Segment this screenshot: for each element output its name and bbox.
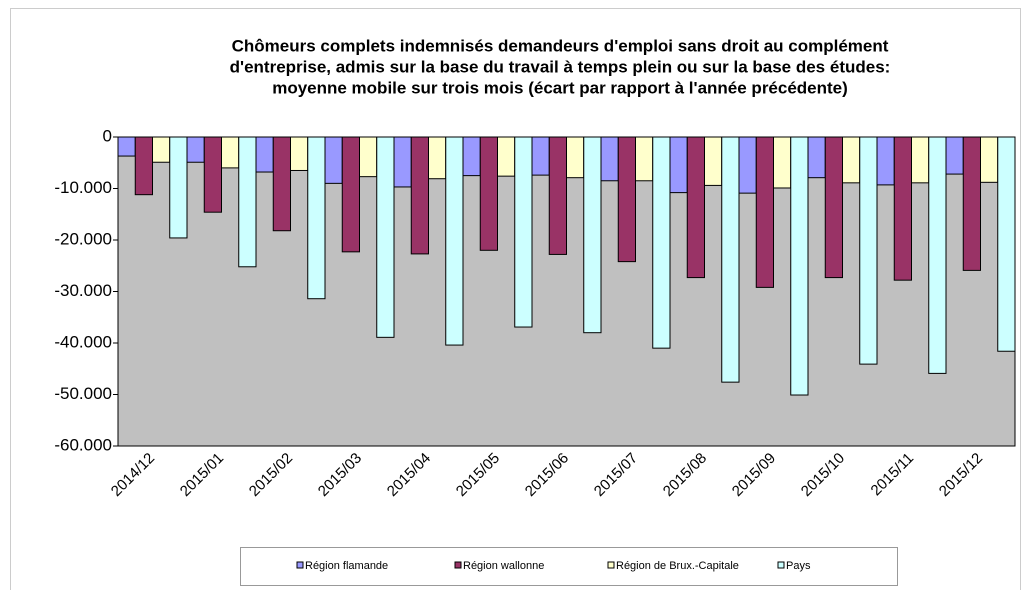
legend-swatch — [777, 561, 785, 569]
x-tick-label: 2015/09 — [729, 450, 779, 500]
bar — [980, 136, 999, 183]
legend-label: Région de Brux.-Capitale — [616, 560, 739, 572]
bar — [324, 136, 343, 184]
bar — [203, 136, 222, 213]
bar — [445, 136, 464, 346]
x-tick-label: 2015/11 — [868, 450, 918, 500]
legend-swatch — [296, 561, 304, 569]
bar — [410, 136, 429, 255]
bar — [721, 136, 740, 383]
x-tick-label: 2015/08 — [660, 450, 710, 500]
legend-label: Région wallonne — [463, 560, 544, 572]
legend-swatch — [454, 561, 462, 569]
bar — [359, 136, 378, 178]
x-tick-label: 2015/03 — [315, 450, 365, 500]
bar — [169, 136, 188, 239]
bar — [152, 136, 171, 163]
bar — [462, 136, 481, 177]
bar — [479, 136, 498, 251]
legend-label: Région flamande — [305, 560, 388, 572]
chart-title: Chômeurs complets indemnisés demandeurs … — [232, 36, 889, 55]
bar — [997, 136, 1016, 352]
y-tick-label: -60.000 — [54, 435, 112, 454]
y-tick-label: -30.000 — [54, 281, 112, 300]
bar — [686, 136, 705, 279]
bar — [738, 136, 757, 194]
bar — [704, 136, 723, 186]
bar — [824, 136, 843, 279]
bar — [635, 136, 654, 182]
bar — [134, 136, 153, 196]
x-tick-label: 2014/12 — [108, 450, 158, 500]
bar — [859, 136, 878, 365]
x-tick-label: 2015/05 — [453, 450, 503, 500]
bar — [600, 136, 619, 182]
bar — [928, 136, 947, 374]
legend-label: Pays — [786, 560, 811, 572]
y-tick-label: -20.000 — [54, 229, 112, 248]
bar — [393, 136, 412, 188]
bar — [962, 136, 981, 271]
legend-swatch — [607, 561, 615, 569]
bar — [376, 136, 395, 338]
y-tick-label: 0 — [103, 126, 112, 145]
bar — [807, 136, 826, 179]
x-tick-label: 2015/01 — [177, 450, 227, 500]
bar — [566, 136, 585, 179]
x-tick-label: 2015/07 — [591, 450, 641, 500]
y-tick-label: -10.000 — [54, 178, 112, 197]
bar — [531, 136, 550, 176]
bar — [186, 136, 205, 163]
chart-title: d'entreprise, admis sur la base du trava… — [230, 57, 891, 76]
chart-title: moyenne mobile sur trois mois (écart par… — [272, 78, 848, 97]
y-tick-label: -50.000 — [54, 384, 112, 403]
legend-box — [240, 547, 898, 586]
bar — [255, 136, 274, 173]
x-tick-label: 2015/04 — [384, 450, 434, 500]
bar — [893, 136, 912, 281]
bar — [617, 136, 636, 263]
bar — [428, 136, 447, 180]
bar — [238, 136, 257, 268]
bar — [117, 136, 136, 157]
bar — [773, 136, 792, 189]
bar — [842, 136, 861, 184]
x-tick-label: 2015/02 — [246, 450, 296, 500]
y-tick-label: -40.000 — [54, 332, 112, 351]
bar — [341, 136, 360, 253]
bar — [652, 136, 671, 349]
bar — [669, 136, 688, 194]
bar — [876, 136, 895, 186]
bar — [548, 136, 567, 255]
bar — [290, 136, 309, 171]
bar — [221, 136, 240, 169]
bar — [497, 136, 516, 177]
x-tick-label: 2015/10 — [798, 450, 848, 500]
bar — [790, 136, 809, 396]
bar — [307, 136, 326, 300]
bar — [583, 136, 602, 334]
x-tick-label: 2015/06 — [522, 450, 572, 500]
bar — [755, 136, 774, 288]
bar — [911, 136, 930, 184]
bar — [945, 136, 964, 175]
bar — [272, 136, 291, 232]
bar — [514, 136, 533, 328]
x-tick-label: 2015/12 — [936, 450, 986, 500]
